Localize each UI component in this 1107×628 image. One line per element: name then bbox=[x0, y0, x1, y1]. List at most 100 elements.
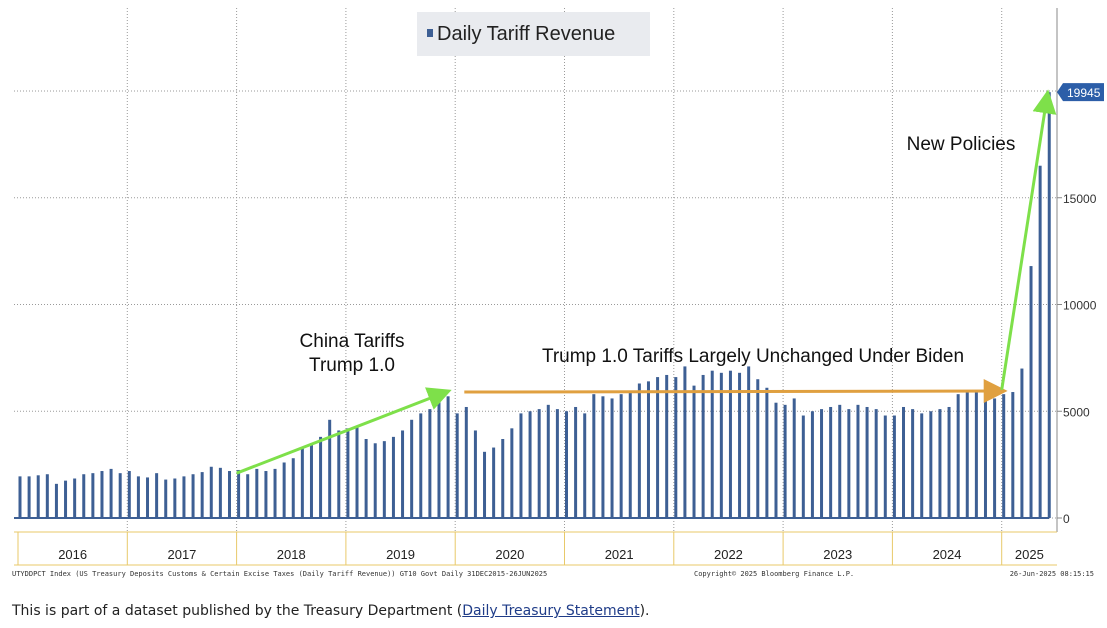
bar bbox=[838, 404, 842, 518]
bar bbox=[319, 436, 323, 518]
bar bbox=[974, 392, 978, 518]
bar bbox=[674, 377, 678, 518]
bar bbox=[1047, 92, 1051, 518]
bar bbox=[774, 402, 778, 518]
annotation-arrow bbox=[1000, 89, 1057, 391]
bar bbox=[428, 409, 432, 518]
source-note-suffix: ). bbox=[639, 603, 650, 619]
bar bbox=[446, 396, 450, 518]
bar bbox=[73, 478, 77, 518]
bar bbox=[829, 406, 833, 518]
x-tick-label: 2016 bbox=[58, 547, 87, 562]
bar bbox=[528, 411, 532, 518]
bar bbox=[100, 471, 104, 518]
bar bbox=[1011, 392, 1015, 518]
bar bbox=[665, 374, 669, 518]
bar bbox=[18, 476, 22, 518]
bar bbox=[146, 477, 150, 518]
bar bbox=[920, 413, 924, 518]
bar bbox=[209, 466, 213, 518]
annotation-arrow bbox=[464, 379, 1008, 404]
bar bbox=[473, 430, 477, 518]
bar bbox=[883, 415, 887, 518]
bar bbox=[437, 400, 441, 518]
bar bbox=[54, 483, 58, 518]
x-tick-label: 2017 bbox=[167, 547, 196, 562]
bar bbox=[291, 458, 295, 518]
bar bbox=[874, 409, 878, 518]
bar bbox=[36, 475, 40, 518]
bar bbox=[255, 468, 259, 518]
x-tick-label: 2021 bbox=[605, 547, 634, 562]
bar bbox=[628, 392, 632, 518]
bar bbox=[592, 394, 596, 518]
bar bbox=[701, 374, 705, 518]
bar bbox=[519, 413, 523, 518]
bar bbox=[419, 413, 423, 518]
bar bbox=[191, 474, 195, 518]
annotation-label: China Tariffs bbox=[300, 331, 405, 352]
bar bbox=[892, 415, 896, 518]
x-tick-label: 2020 bbox=[495, 547, 524, 562]
bar bbox=[136, 476, 140, 518]
footer-copyright: Copyright© 2025 Bloomberg Finance L.P. bbox=[694, 570, 854, 578]
bar bbox=[656, 377, 660, 518]
bar bbox=[109, 468, 113, 518]
bar bbox=[218, 467, 222, 518]
bar bbox=[911, 409, 915, 518]
bar bbox=[1020, 368, 1024, 518]
bar bbox=[155, 473, 159, 518]
bar bbox=[364, 439, 368, 518]
bar bbox=[464, 406, 468, 518]
bar bbox=[747, 366, 751, 518]
bar bbox=[738, 372, 742, 518]
x-tick-label: 2023 bbox=[823, 547, 852, 562]
bar bbox=[719, 372, 723, 518]
bar bbox=[127, 471, 131, 518]
bar bbox=[710, 370, 714, 518]
bar bbox=[865, 406, 869, 518]
bar bbox=[273, 468, 277, 518]
bar bbox=[1029, 266, 1033, 518]
bar bbox=[555, 409, 559, 518]
daily-treasury-statement-link[interactable]: Daily Treasury Statement bbox=[462, 603, 640, 619]
bar bbox=[692, 385, 696, 518]
bar bbox=[328, 419, 332, 518]
x-tick-label: 2022 bbox=[714, 547, 743, 562]
bar bbox=[610, 398, 614, 518]
last-value-label: 19945 bbox=[1067, 86, 1101, 100]
bar bbox=[983, 394, 987, 518]
bar bbox=[619, 394, 623, 518]
bar bbox=[510, 428, 514, 518]
annotation-label: Trump 1.0 Tariffs Largely Unchanged Unde… bbox=[542, 346, 964, 367]
bar bbox=[373, 443, 377, 518]
legend-label: Daily Tariff Revenue bbox=[437, 23, 615, 45]
bar bbox=[45, 474, 49, 518]
footer-source: UTYDDPCT Index (US Treasury Deposits Cus… bbox=[12, 570, 547, 578]
bar bbox=[501, 439, 505, 518]
legend-box bbox=[417, 12, 650, 56]
bar bbox=[237, 469, 241, 518]
bar bbox=[856, 404, 860, 518]
bar bbox=[929, 411, 933, 518]
annotation-label: New Policies bbox=[907, 134, 1016, 155]
bar bbox=[565, 411, 568, 518]
y-tick-label: 0 bbox=[1063, 512, 1070, 526]
bar bbox=[300, 447, 304, 518]
source-note-prefix: This is part of a dataset published by t… bbox=[12, 603, 463, 619]
bar bbox=[182, 476, 186, 518]
bar bbox=[583, 413, 587, 518]
bar bbox=[956, 394, 960, 518]
bar bbox=[27, 476, 31, 518]
x-tick-label: 2019 bbox=[386, 547, 415, 562]
chart: 0 5000 10000 15000 19945 2016 2017 2018 2019 2020… bbox=[12, 8, 1104, 578]
annotation-arrow bbox=[236, 387, 452, 475]
bar bbox=[902, 406, 906, 518]
legend-swatch bbox=[427, 29, 433, 37]
bar bbox=[337, 430, 341, 518]
last-value-tag: 19945 bbox=[1057, 83, 1104, 102]
legend: Daily Tariff Revenue bbox=[417, 12, 650, 56]
bar bbox=[783, 404, 787, 518]
bar bbox=[792, 398, 796, 518]
bar bbox=[847, 409, 851, 518]
